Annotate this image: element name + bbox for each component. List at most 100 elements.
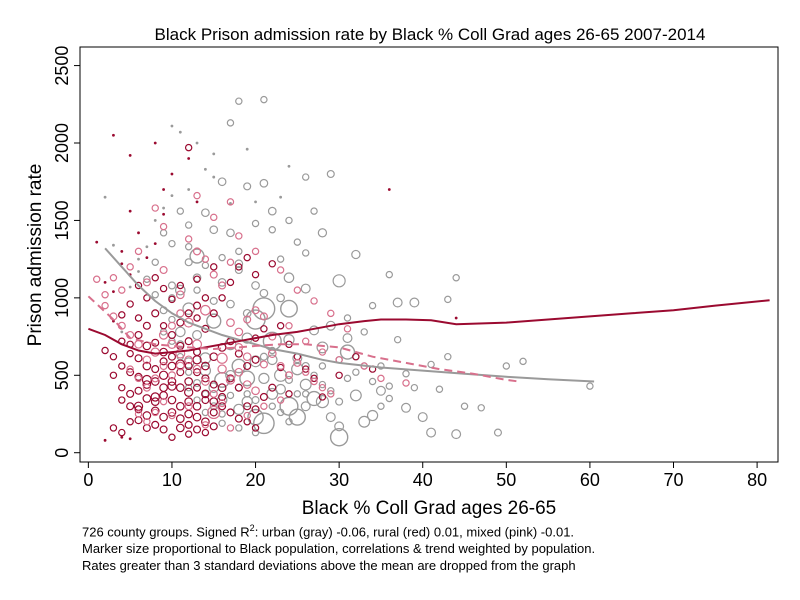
x-axis-label: Black % Coll Grad ages 26-65: [302, 498, 557, 519]
mixed-point: [167, 339, 177, 349]
mixed-point: [285, 322, 293, 330]
rural-point: [118, 383, 126, 392]
urban-point: [342, 333, 353, 344]
urban-point: [268, 402, 276, 410]
urban-point: [184, 383, 193, 392]
mixed-point: [126, 263, 134, 271]
urban-point: [212, 175, 216, 179]
urban-point: [276, 408, 285, 417]
urban-point: [184, 243, 193, 251]
urban-point: [239, 370, 256, 387]
rural-point: [134, 372, 143, 381]
mixed-point: [175, 290, 185, 300]
urban-point: [385, 270, 394, 279]
mixed-point: [201, 377, 210, 386]
urban-point: [192, 378, 202, 388]
rural-point: [145, 256, 149, 259]
rural-point: [142, 341, 152, 351]
mixed-point: [218, 399, 227, 408]
rural-point: [109, 424, 118, 432]
urban-point: [218, 419, 226, 428]
rural-point: [234, 414, 243, 423]
rural-point: [175, 423, 185, 433]
mixed-point: [183, 317, 194, 328]
urban-point: [193, 396, 201, 404]
rural-point: [201, 389, 210, 399]
urban-point: [235, 97, 243, 105]
rural-point: [209, 422, 218, 431]
urban-point: [301, 173, 310, 181]
y-tick-label: 0: [52, 448, 72, 458]
x-tick-label: 0: [83, 470, 93, 490]
mixed-point: [276, 266, 285, 274]
rural-point: [201, 428, 210, 437]
urban-point: [300, 283, 311, 294]
rural-point: [134, 314, 143, 322]
urban-point: [427, 360, 435, 369]
mixed-point: [134, 247, 143, 256]
urban-point: [206, 313, 222, 329]
urban-point: [409, 297, 420, 308]
urban-point: [326, 169, 335, 179]
rural-point: [260, 325, 268, 333]
rural-point: [142, 321, 151, 330]
rural-point: [168, 433, 176, 441]
mixed-point: [251, 386, 260, 396]
urban-point: [377, 362, 385, 370]
urban-point: [267, 206, 277, 216]
urban-point: [253, 412, 275, 435]
rural-point: [184, 361, 193, 371]
urban-point: [245, 147, 249, 151]
mixed-point: [259, 312, 268, 321]
rural-point: [142, 394, 152, 403]
urban-point: [243, 182, 252, 191]
rural-point: [126, 389, 135, 398]
urban-point: [226, 228, 235, 238]
urban-point: [209, 402, 218, 411]
mixed-point: [184, 355, 194, 365]
rural-point: [167, 395, 177, 405]
urban-point: [276, 293, 285, 303]
footnote-r-squared-sup: 2: [249, 523, 255, 533]
rural-point: [162, 188, 165, 191]
urban-point: [351, 249, 361, 260]
mixed-point: [402, 379, 410, 387]
urban-point: [410, 383, 419, 392]
mixed-point: [251, 247, 260, 256]
urban-point: [335, 397, 344, 406]
rural-point: [134, 330, 143, 340]
rural-point: [268, 260, 276, 268]
urban-point: [243, 390, 251, 398]
urban-point: [184, 258, 193, 267]
rural-point: [209, 309, 218, 318]
rural-point: [126, 418, 134, 426]
rural-point: [159, 425, 168, 434]
urban-point: [316, 341, 329, 354]
urban-point: [174, 284, 186, 296]
urban-point: [234, 265, 243, 275]
mixed-point: [159, 222, 168, 231]
x-tick-label: 40: [413, 470, 433, 490]
rural-point: [109, 371, 118, 380]
urban-point: [203, 167, 207, 171]
mixed-point: [310, 377, 318, 386]
urban-point: [306, 390, 322, 407]
rural-point: [251, 405, 260, 414]
rural-point: [120, 262, 124, 266]
rural-point: [268, 383, 277, 392]
urban-point: [366, 409, 379, 422]
mixed-point: [175, 361, 185, 371]
mixed-point: [301, 368, 310, 376]
footnote-r-squared: 726 county groups. Signed R2: urban (gra…: [82, 523, 574, 539]
urban-point: [393, 335, 402, 344]
rural-point: [201, 294, 210, 302]
mixed-point: [134, 374, 143, 383]
rural-point: [143, 294, 151, 302]
rural-point: [151, 309, 160, 318]
rural-point: [201, 396, 210, 405]
urban-point: [251, 396, 260, 405]
rural-point: [158, 370, 169, 380]
rural-point: [112, 290, 115, 294]
rural-point: [209, 380, 218, 389]
rural-point: [201, 417, 210, 427]
